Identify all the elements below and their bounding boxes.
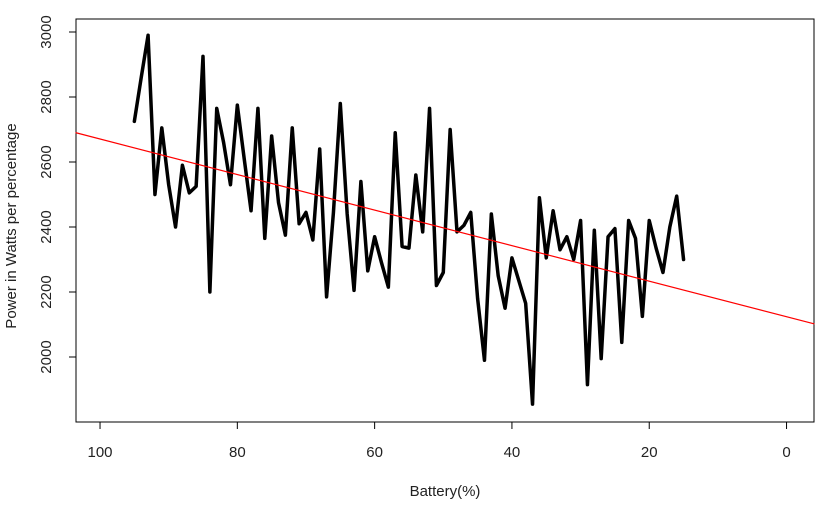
trend-line [75,132,815,325]
x-tick-label: 0 [782,444,790,461]
y-tick-label: 3000 [38,15,55,48]
x-tick-label: 20 [641,444,658,461]
x-tick-label: 40 [504,444,521,461]
x-axis: 100 80 60 40 20 0 [88,421,791,461]
x-tick-label: 80 [229,444,246,461]
x-tick-label: 60 [366,444,383,461]
y-axis: 2000 2200 2400 2600 2800 3000 [38,15,77,374]
x-axis-label: Battery(%) [410,483,481,500]
y-tick-label: 2000 [38,340,55,373]
y-tick-label: 2200 [38,275,55,308]
y-tick-label: 2400 [38,210,55,243]
power-series-line [132,33,686,406]
y-tick-label: 2600 [38,145,55,178]
series-layer [75,33,815,406]
y-axis-label: Power in Watts per percentage [3,123,20,328]
y-tick-label: 2800 [38,80,55,113]
x-tick-label: 100 [88,444,113,461]
